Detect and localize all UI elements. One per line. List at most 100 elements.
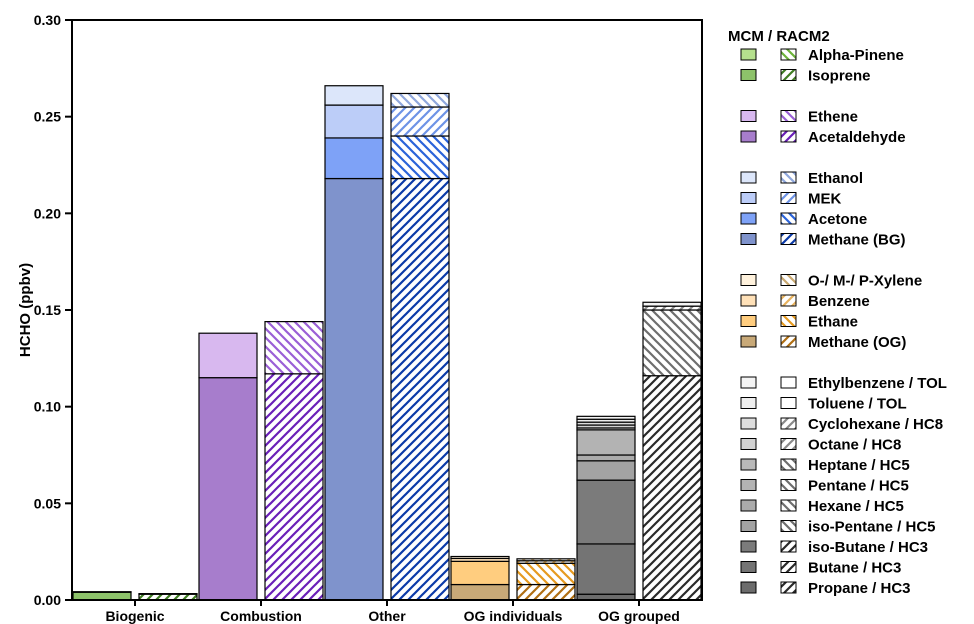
bar-segment-mcm xyxy=(198,377,258,601)
legend-swatch-mcm xyxy=(740,520,757,532)
legend-swatch-mcm xyxy=(740,69,757,81)
legend-label: Propane / HC3 xyxy=(808,580,911,597)
bar-segment-mcm xyxy=(450,555,510,560)
legend-label: Alpha-Pinene xyxy=(808,47,904,64)
y-axis-ticks: 0.00 0.05 0.10 0.15 0.20 0.25 0.30 xyxy=(34,12,72,608)
legend-swatch-racm2 xyxy=(780,294,797,307)
legend-swatch-racm2 xyxy=(780,540,797,553)
legend-swatch-mcm xyxy=(740,458,757,471)
legend-swatch-mcm xyxy=(740,171,757,184)
legend-swatch-racm2 xyxy=(780,376,797,389)
legend-label: Ethene xyxy=(808,109,858,126)
legend-swatch-mcm xyxy=(740,397,757,409)
legend-swatch-mcm xyxy=(740,130,757,143)
x-tick-label: OG individuals xyxy=(464,608,563,624)
bar-segment-racm2 xyxy=(390,106,450,137)
y-tick-label: 0.25 xyxy=(34,109,61,125)
legend-swatch-racm2 xyxy=(780,520,797,532)
legend-swatch-mcm xyxy=(740,110,757,122)
legend-swatch-racm2 xyxy=(780,274,797,286)
bar-segment-mcm xyxy=(576,454,636,462)
legend-label: Hexane / HC5 xyxy=(808,498,904,515)
bar-segment-mcm xyxy=(450,583,510,601)
bar-segment-mcm xyxy=(198,332,258,379)
y-tick-label: 0.20 xyxy=(34,205,61,221)
bar-segment-racm2 xyxy=(390,135,450,180)
legend-label: Pentane / HC5 xyxy=(808,478,909,495)
legend-label: iso-Butane / HC3 xyxy=(808,539,928,556)
x-tick-label: OG grouped xyxy=(598,608,680,624)
y-tick-label: 0.15 xyxy=(34,302,61,318)
legend-swatch-racm2 xyxy=(780,479,797,491)
legend-swatch-racm2 xyxy=(780,335,797,348)
bar-segment-racm2 xyxy=(264,321,324,375)
legend-label: O-/ M-/ P-Xylene xyxy=(808,273,922,290)
legend-swatch-racm2 xyxy=(780,581,797,594)
legend-swatch-racm2 xyxy=(780,417,797,430)
bar-segment-racm2 xyxy=(264,373,324,601)
legend-label: Ethane xyxy=(808,314,858,331)
legend-label: Acetaldehyde xyxy=(808,129,906,146)
bar-segment-racm2 xyxy=(138,593,198,595)
legend-swatch-mcm xyxy=(740,315,757,327)
legend-label: Butane / HC3 xyxy=(808,560,901,577)
legend-swatch-racm2 xyxy=(780,438,797,450)
bar-segment-mcm xyxy=(576,479,636,545)
legend-label: iso-Pentane / HC5 xyxy=(808,519,936,536)
bar-segment-mcm xyxy=(576,415,636,420)
legend-swatch-racm2 xyxy=(780,499,797,512)
legend-swatch-mcm xyxy=(740,294,757,307)
legend-label: Heptane / HC5 xyxy=(808,457,910,474)
legend-label: Toluene / TOL xyxy=(808,396,907,413)
x-tick-label: Other xyxy=(368,608,406,624)
legend-label: Methane (BG) xyxy=(808,232,906,249)
legend-label: Methane (OG) xyxy=(808,334,906,351)
legend-label: Cyclohexane / HC8 xyxy=(808,416,943,433)
bar-segment-mcm xyxy=(576,543,636,595)
legend-label: Octane / HC8 xyxy=(808,437,901,454)
legend-swatch-racm2 xyxy=(780,130,797,143)
bar-segment-racm2 xyxy=(390,177,450,601)
legend-swatch-mcm xyxy=(740,376,757,389)
bar-segment-mcm xyxy=(72,591,132,601)
legend-swatch-racm2 xyxy=(780,315,797,327)
legend-label: Isoprene xyxy=(808,68,871,85)
legend-swatch-racm2 xyxy=(780,212,797,225)
x-axis-ticks: Biogenic Combustion Other OG individuals OG … xyxy=(105,600,680,624)
legend-swatch-mcm xyxy=(740,479,757,491)
legend-label: MEK xyxy=(808,191,842,208)
legend-swatch-racm2 xyxy=(780,48,797,61)
legend-swatch-mcm xyxy=(740,581,757,594)
bar-segment-racm2 xyxy=(516,583,576,601)
bar-segment-mcm xyxy=(450,560,510,586)
bar-segment-mcm xyxy=(324,104,384,139)
bar-segment-mcm xyxy=(72,591,132,593)
legend-swatch-mcm xyxy=(740,335,757,348)
legend-swatch-mcm xyxy=(740,499,757,512)
legend-swatch-mcm xyxy=(740,212,757,225)
legend-swatch-mcm xyxy=(740,540,757,553)
bar-segment-mcm xyxy=(576,429,636,456)
legend-label: Benzene xyxy=(808,293,870,310)
legend-swatch-mcm xyxy=(740,233,757,245)
legend-swatch-mcm xyxy=(740,274,757,286)
legend-title: MCM / RACM2 xyxy=(728,28,830,45)
legend-swatch-racm2 xyxy=(780,458,797,471)
legend-swatch-racm2 xyxy=(780,110,797,122)
y-tick-label: 0.00 xyxy=(34,592,61,608)
bar-segment-racm2 xyxy=(642,301,702,307)
legend-label: Acetone xyxy=(808,211,867,228)
legend: MCM / RACM2 Alpha-Pinene Isoprene Ethene Ac… xyxy=(728,28,947,597)
legend-swatch-racm2 xyxy=(780,171,797,184)
legend-swatch-racm2 xyxy=(780,69,797,81)
bar-segment-mcm xyxy=(324,177,384,601)
legend-swatch-mcm xyxy=(740,192,757,204)
bar-segment-mcm xyxy=(324,137,384,180)
legend-swatch-racm2 xyxy=(780,233,797,245)
x-tick-label: Biogenic xyxy=(105,608,164,624)
bar-segment-racm2 xyxy=(642,309,702,377)
x-tick-label: Combustion xyxy=(220,608,302,624)
bar-segment-mcm xyxy=(324,85,384,106)
legend-swatch-mcm xyxy=(740,561,757,573)
